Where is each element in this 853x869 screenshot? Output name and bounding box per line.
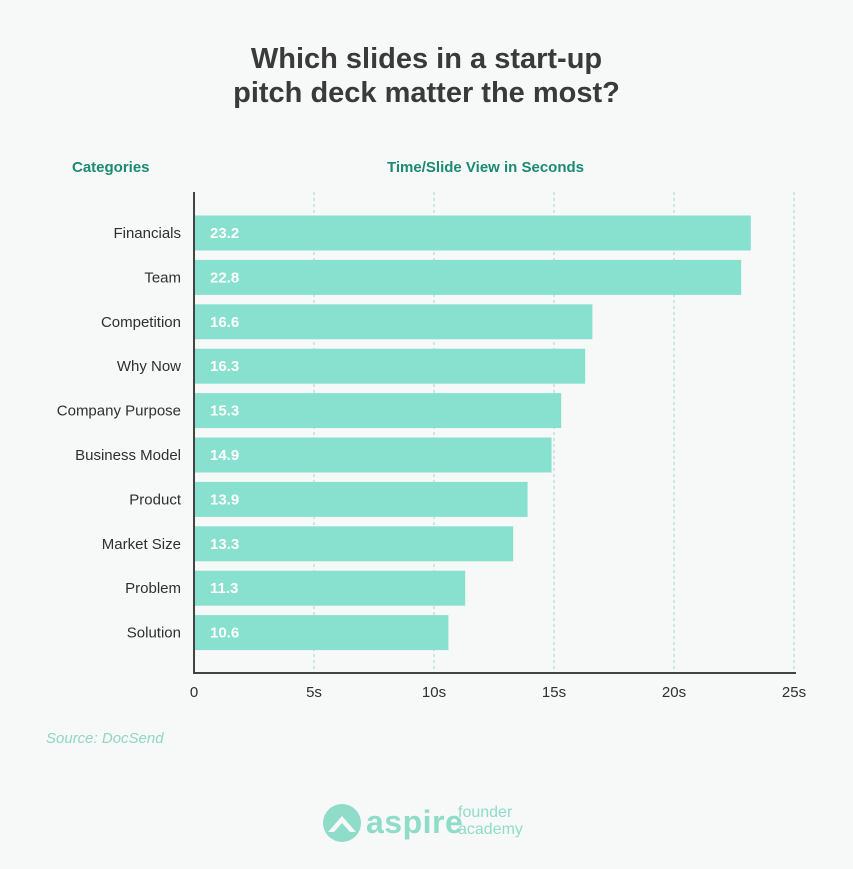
category-label: Business Model xyxy=(75,447,181,464)
bar xyxy=(194,570,466,606)
logo-subtitle: founder academy xyxy=(458,804,523,838)
bar-value-label: 13.9 xyxy=(210,491,239,508)
logo-mark-icon xyxy=(323,804,361,842)
brand-logo: aspire founder academy xyxy=(322,803,542,843)
bar xyxy=(194,304,593,340)
bar-chart: 23.2 Financials 22.8 Team 16.6 Competition 16.… xyxy=(57,192,806,701)
bar-value-label: 16.6 xyxy=(210,314,239,331)
bar-value-label: 11.3 xyxy=(210,580,238,597)
logo-subtitle-line-1: founder xyxy=(458,804,513,821)
values-heading: Time/Slide View in Seconds xyxy=(387,159,585,176)
category-label: Solution xyxy=(127,625,181,642)
categories-heading: Categories xyxy=(72,159,150,176)
x-tick-label: 0 xyxy=(190,684,198,701)
chart-title-line-2: pitch deck matter the most? xyxy=(233,77,620,109)
category-label: Market Size xyxy=(102,536,181,553)
bar-value-label: 14.9 xyxy=(210,447,239,464)
bar xyxy=(194,481,528,517)
bar-value-label: 15.3 xyxy=(210,403,239,420)
category-label: Why Now xyxy=(117,358,181,375)
source-note: Source: DocSend xyxy=(46,730,164,747)
bar-value-label: 10.6 xyxy=(210,625,239,642)
logo-subtitle-line-2: academy xyxy=(458,821,523,838)
bar-value-label: 13.3 xyxy=(210,536,239,553)
bar xyxy=(194,526,514,562)
x-tick-label: 15s xyxy=(542,684,566,701)
bar-value-label: 16.3 xyxy=(210,358,239,375)
bar xyxy=(194,259,742,295)
bar xyxy=(194,393,562,429)
chart-title: Which slides in a start-up pitch deck ma… xyxy=(0,42,853,110)
category-label: Problem xyxy=(125,580,181,597)
x-tick-label: 25s xyxy=(782,684,806,701)
bar-value-label: 22.8 xyxy=(210,269,239,286)
category-label: Competition xyxy=(101,314,181,331)
logo-wordmark: aspire xyxy=(366,804,464,840)
category-label: Product xyxy=(129,491,182,508)
bar xyxy=(194,215,751,251)
chart-title-line-1: Which slides in a start-up xyxy=(250,43,603,75)
x-tick-label: 10s xyxy=(422,684,446,701)
bar xyxy=(194,348,586,384)
x-tick-label: 5s xyxy=(306,684,322,701)
x-tick-label: 20s xyxy=(662,684,686,701)
category-label: Company Purpose xyxy=(57,403,181,420)
category-label: Team xyxy=(144,269,181,286)
bar xyxy=(194,615,449,651)
bar-value-label: 23.2 xyxy=(210,225,239,242)
category-label: Financials xyxy=(113,225,181,242)
bar xyxy=(194,437,552,473)
